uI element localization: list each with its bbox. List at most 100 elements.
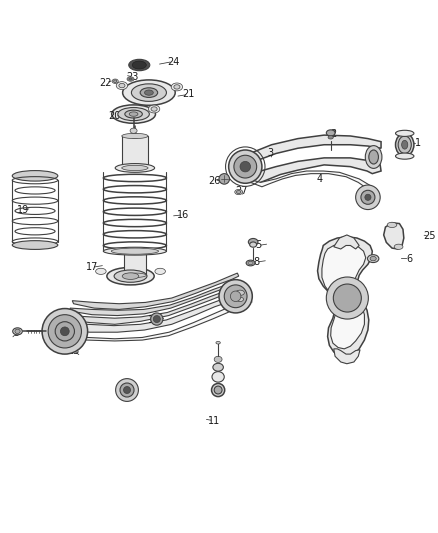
Ellipse shape	[214, 356, 222, 362]
Ellipse shape	[129, 112, 138, 116]
Polygon shape	[237, 135, 381, 183]
Text: 14: 14	[238, 289, 250, 298]
Ellipse shape	[148, 105, 160, 113]
Polygon shape	[237, 169, 377, 206]
Ellipse shape	[367, 255, 379, 263]
Ellipse shape	[171, 83, 183, 91]
Circle shape	[240, 161, 251, 172]
Ellipse shape	[114, 80, 117, 83]
Ellipse shape	[212, 372, 224, 382]
Ellipse shape	[236, 290, 244, 295]
Text: 2: 2	[330, 129, 336, 139]
Ellipse shape	[107, 268, 154, 285]
Ellipse shape	[370, 256, 376, 261]
Text: 16: 16	[177, 210, 189, 220]
Ellipse shape	[122, 133, 148, 139]
Text: 4: 4	[317, 174, 323, 184]
Text: 24: 24	[167, 56, 179, 67]
Ellipse shape	[212, 383, 225, 397]
Polygon shape	[124, 251, 146, 275]
Text: 27: 27	[236, 186, 248, 196]
Circle shape	[153, 316, 160, 322]
Circle shape	[365, 194, 371, 200]
Circle shape	[116, 378, 138, 401]
Circle shape	[124, 386, 131, 393]
Text: 5: 5	[255, 240, 261, 251]
Circle shape	[219, 280, 252, 313]
Ellipse shape	[103, 247, 166, 255]
Ellipse shape	[95, 268, 106, 274]
Ellipse shape	[250, 242, 257, 247]
Circle shape	[151, 313, 163, 325]
Text: 10: 10	[236, 296, 248, 305]
Ellipse shape	[402, 140, 408, 149]
Ellipse shape	[398, 136, 411, 154]
Ellipse shape	[396, 130, 414, 136]
Polygon shape	[334, 349, 360, 364]
Text: 8: 8	[253, 257, 259, 267]
Ellipse shape	[12, 171, 58, 181]
Ellipse shape	[246, 260, 255, 266]
Text: 1: 1	[415, 138, 421, 148]
Circle shape	[48, 314, 81, 348]
Ellipse shape	[12, 241, 58, 249]
Ellipse shape	[129, 78, 132, 80]
Ellipse shape	[118, 108, 149, 120]
Text: 17: 17	[86, 262, 98, 272]
Polygon shape	[70, 280, 239, 316]
Circle shape	[219, 174, 230, 184]
Ellipse shape	[13, 328, 22, 335]
Polygon shape	[334, 235, 359, 249]
Circle shape	[333, 284, 361, 312]
Circle shape	[42, 309, 88, 354]
Ellipse shape	[394, 244, 403, 249]
Text: 12: 12	[148, 315, 160, 325]
Ellipse shape	[130, 128, 137, 133]
Polygon shape	[384, 223, 404, 249]
Polygon shape	[68, 287, 239, 324]
Circle shape	[234, 155, 257, 178]
Text: 6: 6	[406, 254, 413, 264]
Text: 3: 3	[268, 149, 274, 158]
Text: 21: 21	[182, 90, 194, 99]
Ellipse shape	[116, 82, 127, 90]
Circle shape	[326, 277, 368, 319]
Circle shape	[224, 285, 247, 308]
Ellipse shape	[151, 107, 157, 111]
Ellipse shape	[237, 190, 241, 193]
Text: 11: 11	[208, 416, 220, 426]
Circle shape	[230, 291, 241, 302]
Circle shape	[356, 185, 380, 209]
Ellipse shape	[140, 88, 158, 98]
Ellipse shape	[237, 297, 244, 302]
Circle shape	[120, 383, 134, 397]
Ellipse shape	[115, 164, 155, 172]
Text: 7: 7	[325, 258, 331, 268]
Text: 22: 22	[100, 77, 112, 87]
Ellipse shape	[130, 134, 140, 138]
Ellipse shape	[387, 222, 397, 228]
Circle shape	[361, 190, 375, 204]
Ellipse shape	[15, 329, 20, 334]
Ellipse shape	[127, 77, 134, 81]
Ellipse shape	[125, 110, 142, 118]
Polygon shape	[122, 136, 148, 168]
Polygon shape	[318, 237, 372, 358]
Ellipse shape	[326, 130, 335, 136]
Text: 19: 19	[17, 205, 29, 215]
Polygon shape	[72, 273, 239, 310]
Text: 13: 13	[67, 345, 80, 356]
Ellipse shape	[123, 80, 175, 106]
Ellipse shape	[328, 135, 333, 139]
Ellipse shape	[365, 146, 382, 168]
Ellipse shape	[155, 268, 166, 274]
Ellipse shape	[129, 59, 150, 71]
Ellipse shape	[235, 189, 243, 195]
Ellipse shape	[248, 261, 253, 265]
Ellipse shape	[145, 90, 153, 95]
Ellipse shape	[114, 270, 147, 282]
Ellipse shape	[369, 150, 378, 164]
Ellipse shape	[214, 386, 222, 394]
Text: 25: 25	[423, 231, 435, 241]
Ellipse shape	[119, 83, 125, 88]
